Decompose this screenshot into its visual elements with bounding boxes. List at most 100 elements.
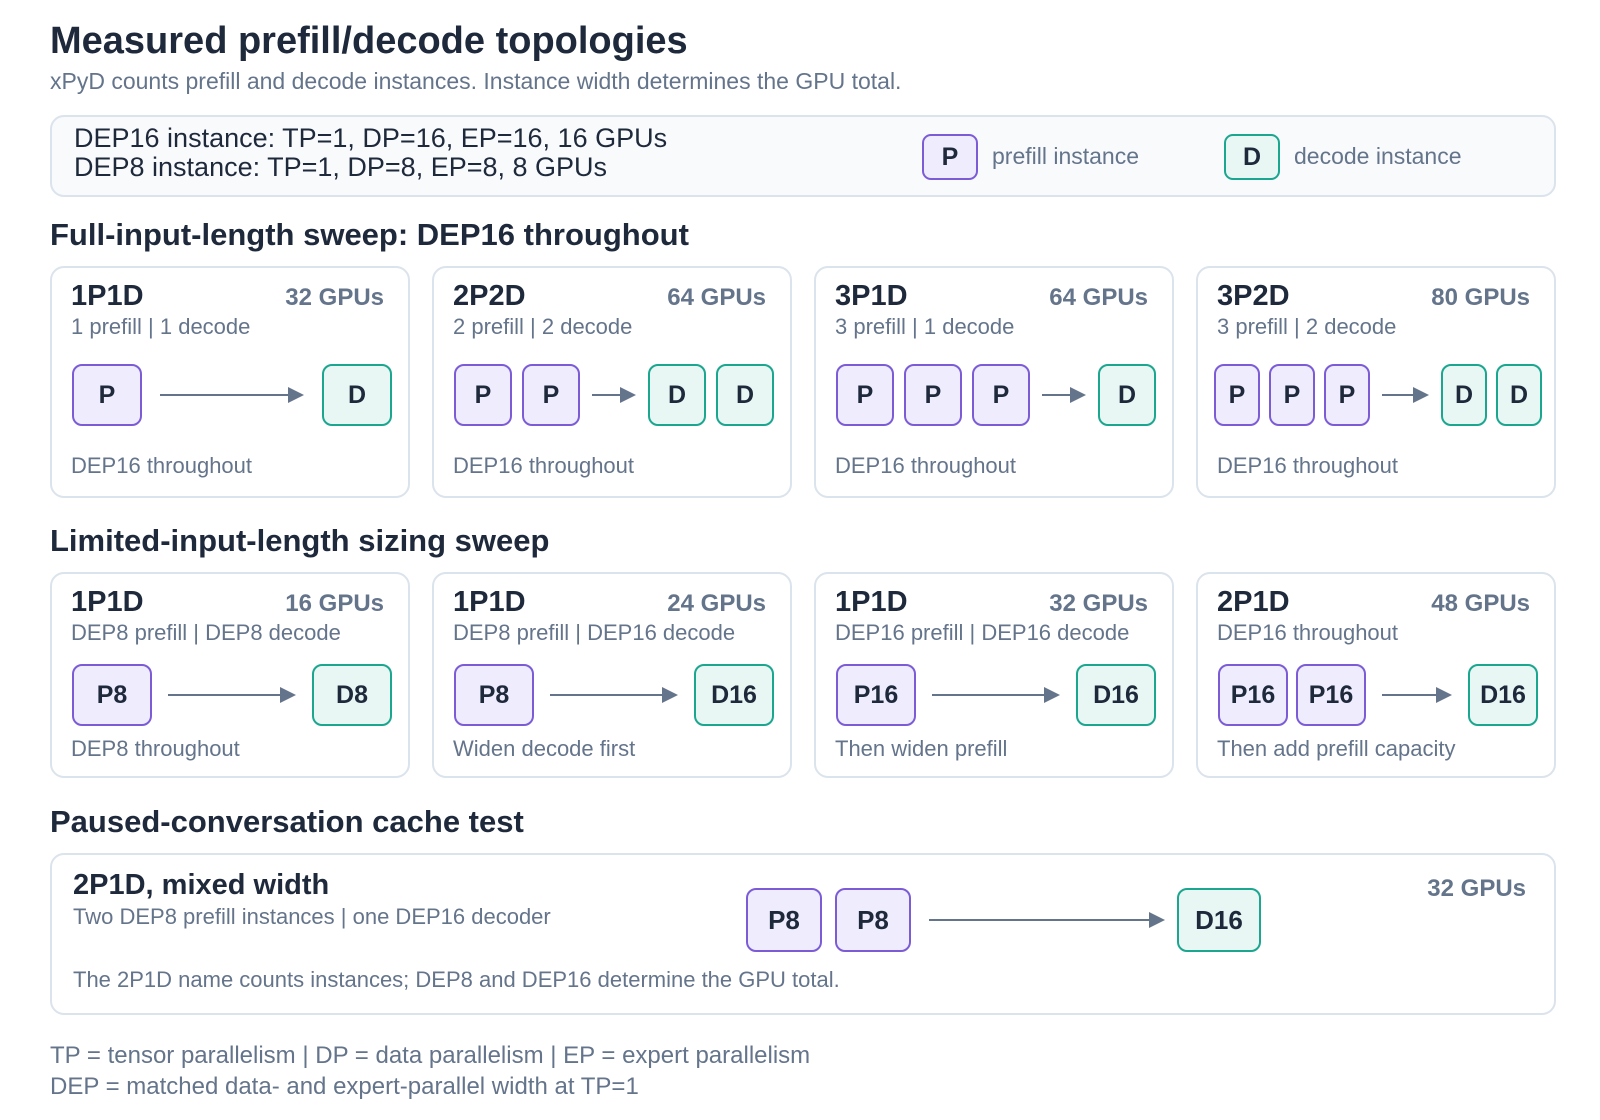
topology-name: 1P1D: [835, 586, 908, 618]
topology-card: 2P2D 64 GPUs 2 prefill | 2 decode P P D D DEP16…: [432, 266, 792, 498]
flow-arrow: [160, 385, 304, 405]
legend-decode-chip: D: [1224, 134, 1280, 180]
legend-box: DEP16 instance: TP=1, DP=16, EP=16, 16 G…: [50, 115, 1556, 197]
arrow-shaft: [1042, 394, 1072, 396]
flow-arrow: [168, 685, 296, 705]
topology-description: 1 prefill | 1 decode: [71, 314, 251, 339]
topology-name: 2P1D, mixed width: [73, 869, 330, 901]
prefill-instance-chip: P: [1214, 364, 1260, 426]
topology-description: DEP8 prefill | DEP8 decode: [71, 620, 341, 645]
legend-decode-label: decode instance: [1294, 143, 1462, 169]
topology-description: 2 prefill | 2 decode: [453, 314, 633, 339]
section-title-paused-conversation: Paused-conversation cache test: [50, 804, 524, 839]
topology-description: 3 prefill | 1 decode: [835, 314, 1015, 339]
arrow-head: [1044, 687, 1060, 703]
gpu-count: 32 GPUs: [1049, 590, 1148, 617]
topology-card-wide: 2P1D, mixed width 32 GPUs Two DEP8 prefill…: [50, 853, 1556, 1015]
prefill-instance-chip: P8: [746, 888, 822, 952]
decode-instance-chip: D16: [1468, 664, 1538, 726]
gpu-count: 32 GPUs: [1427, 875, 1526, 902]
gpu-count: 16 GPUs: [285, 590, 384, 617]
arrow-head: [280, 687, 296, 703]
topology-card: 1P1D 24 GPUs DEP8 prefill | DEP16 decode P8…: [432, 572, 792, 778]
topology-name: 1P1D: [71, 280, 144, 312]
topology-note: DEP16 throughout: [453, 453, 635, 478]
prefill-instance-chip: P: [836, 364, 894, 426]
topology-card: 1P1D 16 GPUs DEP8 prefill | DEP8 decode P8 D…: [50, 572, 410, 778]
section-title-full-input: Full-input-length sweep: DEP16 throughou…: [50, 217, 689, 252]
arrow-shaft: [1382, 394, 1415, 396]
prefill-instance-chip: P8: [454, 664, 534, 726]
arrow-shaft: [932, 694, 1046, 696]
legend-dep16-definition: DEP16 instance: TP=1, DP=16, EP=16, 16 G…: [74, 123, 668, 153]
flow-arrow: [550, 685, 678, 705]
prefill-instance-chip: P: [1269, 364, 1315, 426]
topology-name: 2P2D: [453, 280, 526, 312]
topology-description: 3 prefill | 2 decode: [1217, 314, 1397, 339]
arrow-shaft: [1382, 694, 1438, 696]
topology-description: DEP8 prefill | DEP16 decode: [453, 620, 736, 645]
topology-note: Widen decode first: [453, 736, 636, 761]
topology-name: 3P2D: [1217, 280, 1290, 312]
flow-arrow: [1382, 685, 1452, 705]
topology-description: DEP16 throughout: [1217, 620, 1399, 645]
arrow-head: [662, 687, 678, 703]
topology-note: DEP16 throughout: [835, 453, 1017, 478]
topology-name: 1P1D: [453, 586, 526, 618]
gpu-count: 24 GPUs: [667, 590, 766, 617]
topology-note: Then add prefill capacity: [1217, 736, 1456, 761]
flow-arrow: [932, 685, 1060, 705]
arrow-shaft: [592, 394, 622, 396]
prefill-instance-chip: P: [972, 364, 1030, 426]
topology-description: DEP16 prefill | DEP16 decode: [835, 620, 1130, 645]
arrow-head: [1413, 387, 1429, 403]
decode-instance-chip: D: [1441, 364, 1487, 426]
prefill-instance-chip: P16: [1296, 664, 1366, 726]
arrow-head: [1149, 912, 1165, 928]
decode-instance-chip: D16: [694, 664, 774, 726]
prefill-instance-chip: P16: [1218, 664, 1288, 726]
topology-note: The 2P1D name counts instances; DEP8 and…: [73, 967, 840, 992]
prefill-instance-chip: P: [522, 364, 580, 426]
prefill-instance-chip: P8: [72, 664, 152, 726]
topology-card: 1P1D 32 GPUs DEP16 prefill | DEP16 decode P…: [814, 572, 1174, 778]
gpu-count: 80 GPUs: [1431, 284, 1530, 311]
topology-note: DEP16 throughout: [1217, 453, 1399, 478]
decode-instance-chip: D16: [1177, 888, 1261, 952]
arrow-shaft: [160, 394, 290, 396]
arrow-head: [288, 387, 304, 403]
arrow-head: [620, 387, 636, 403]
prefill-instance-chip: P: [454, 364, 512, 426]
footer-dep-definition: DEP = matched data- and expert-parallel …: [50, 1073, 639, 1100]
topology-card: 3P2D 80 GPUs 3 prefill | 2 decode P P P D D DEP1…: [1196, 266, 1556, 498]
decode-instance-chip: D8: [312, 664, 392, 726]
legend-prefill-chip: P: [922, 134, 978, 180]
page-title: Measured prefill/decode topologies: [50, 20, 688, 62]
decode-instance-chip: D: [716, 364, 774, 426]
section-title-limited-input: Limited-input-length sizing sweep: [50, 523, 550, 558]
arrow-head: [1070, 387, 1086, 403]
arrow-head: [1436, 687, 1452, 703]
prefill-instance-chip: P: [904, 364, 962, 426]
prefill-instance-chip: P: [72, 364, 142, 426]
gpu-count: 64 GPUs: [1049, 284, 1148, 311]
flow-arrow: [592, 385, 636, 405]
gpu-count: 32 GPUs: [285, 284, 384, 311]
legend-prefill-label: prefill instance: [992, 143, 1140, 169]
arrow-shaft: [550, 694, 664, 696]
flow-arrow: [1382, 385, 1429, 405]
decode-instance-chip: D: [322, 364, 392, 426]
page-subtitle: xPyD counts prefill and decode instances…: [50, 68, 902, 94]
prefill-instance-chip: P8: [835, 888, 911, 952]
gpu-count: 48 GPUs: [1431, 590, 1530, 617]
flow-arrow: [929, 910, 1165, 930]
topology-note: DEP8 throughout: [71, 736, 240, 761]
decode-instance-chip: D16: [1076, 664, 1156, 726]
flow-arrow: [1042, 385, 1086, 405]
topology-card: 1P1D 32 GPUs 1 prefill | 1 decode P D DEP16 t…: [50, 266, 410, 498]
topology-note: Then widen prefill: [835, 736, 1008, 761]
topology-description: Two DEP8 prefill instances | one DEP16 d…: [73, 904, 551, 929]
prefill-instance-chip: P: [1324, 364, 1370, 426]
topology-name: 2P1D: [1217, 586, 1290, 618]
decode-instance-chip: D: [1496, 364, 1542, 426]
